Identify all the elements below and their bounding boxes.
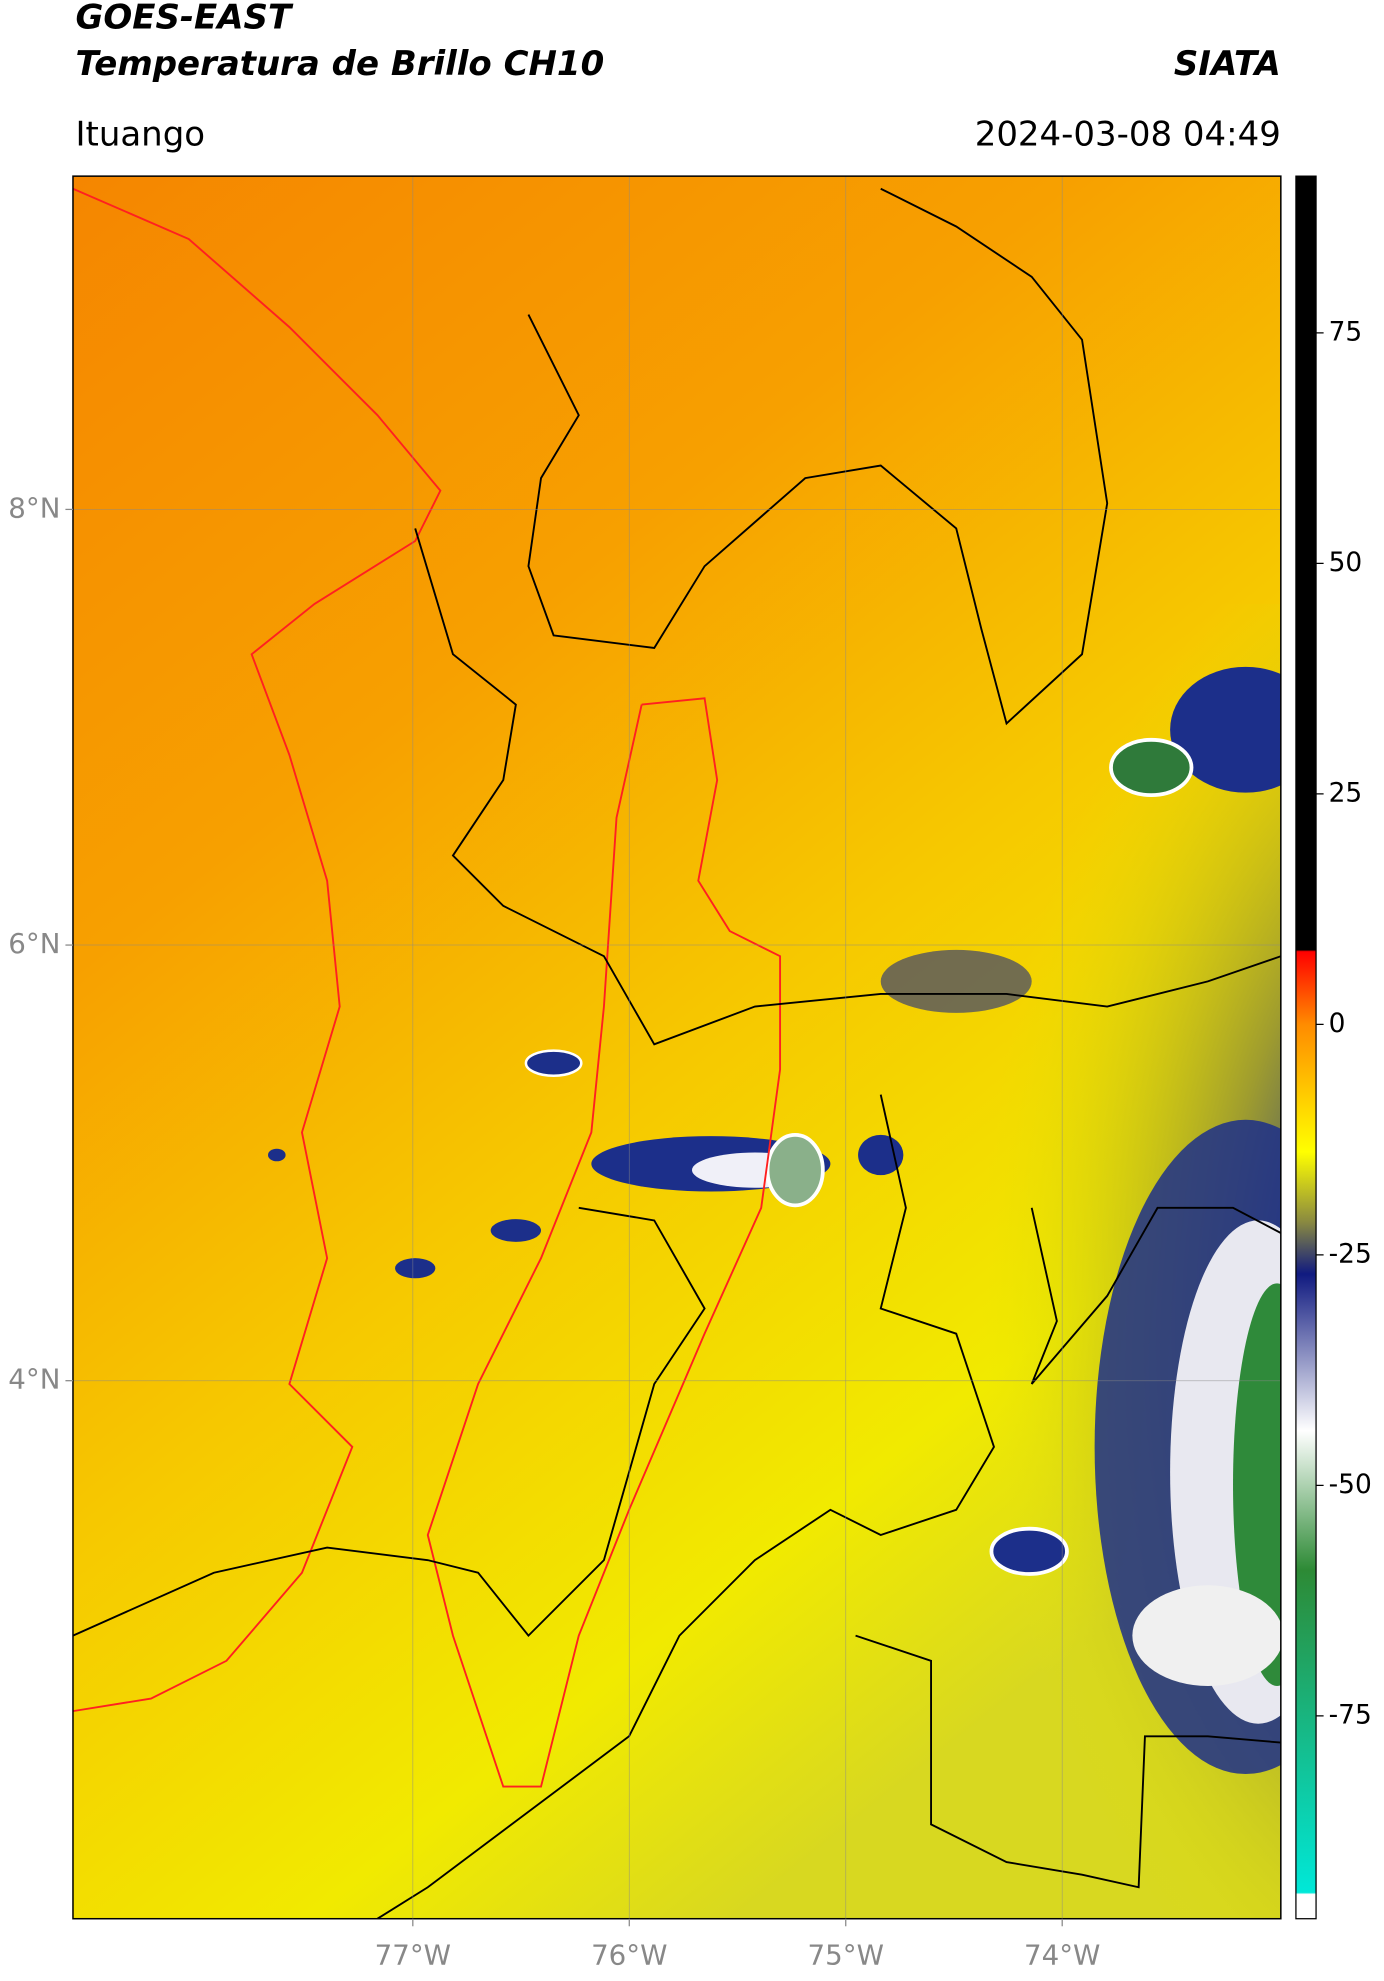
x-tick-label: 76°W (591, 1938, 667, 1971)
map-image (72, 176, 1281, 1919)
title: GOES-EAST (75, 0, 293, 37)
colorbar-label: 75 (1329, 316, 1363, 347)
location: Ituango (75, 114, 205, 154)
x-tick-label: 77°W (375, 1938, 451, 1971)
colorbar-label: 0 (1329, 1008, 1346, 1039)
subtitle: Temperatura de Brillo CH10 (75, 44, 604, 84)
x-tick-label: 74°W (1024, 1938, 1100, 1971)
y-tick-label: 8°N (8, 491, 60, 524)
source: SIATA (1174, 44, 1281, 84)
x-tick-label: 75°W (808, 1938, 884, 1971)
y-tick-label: 4°N (8, 1363, 60, 1396)
y-tick-label: 6°N (8, 927, 60, 960)
colorbar-label: 50 (1329, 547, 1363, 578)
graticule (72, 176, 1281, 1919)
datetime: 2024-03-08 04:49 (975, 114, 1281, 154)
map-frame (72, 175, 1282, 1920)
colorbar-label: 25 (1329, 777, 1363, 808)
colorbar-label: -50 (1329, 1469, 1372, 1500)
colorbar-label: -75 (1329, 1699, 1372, 1730)
colorbar (1295, 175, 1317, 1920)
colorbar-label: -25 (1329, 1238, 1372, 1269)
